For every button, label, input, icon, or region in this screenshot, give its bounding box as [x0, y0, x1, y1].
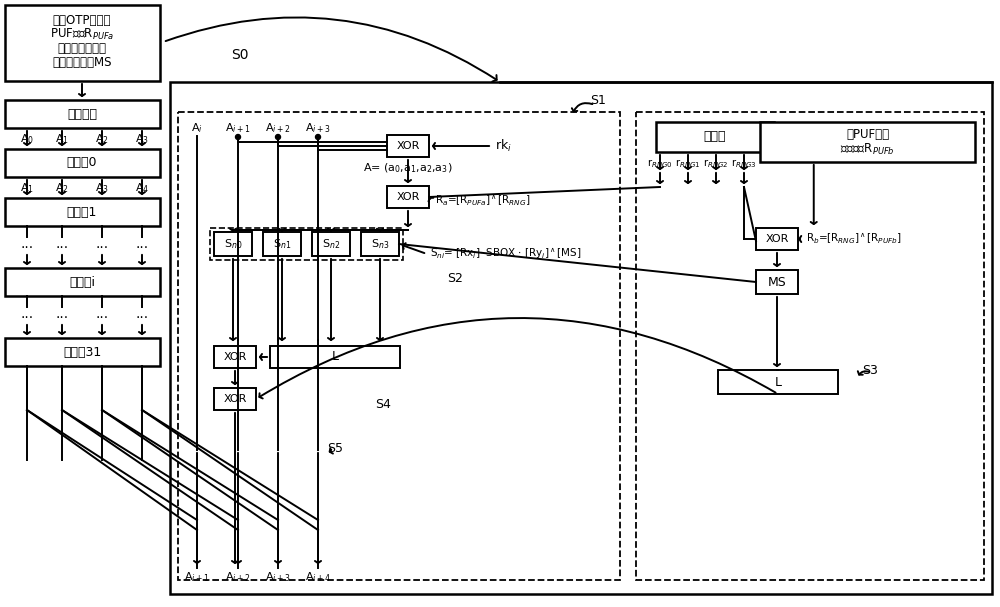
- Text: XOR: XOR: [223, 394, 247, 404]
- Bar: [760, 122, 975, 162]
- Text: A$_2$: A$_2$: [95, 132, 109, 146]
- Text: S$_{n2}$: S$_{n2}$: [322, 237, 340, 251]
- Text: XOR: XOR: [223, 352, 247, 362]
- Bar: [5, 5, 160, 81]
- Bar: [214, 346, 256, 368]
- Text: A$_0$: A$_0$: [20, 132, 34, 146]
- Text: 轮变换31: 轮变换31: [63, 345, 101, 359]
- Circle shape: [276, 135, 280, 140]
- Text: 生器产生矩阵MS: 生器产生矩阵MS: [52, 56, 112, 69]
- Text: 轮变换i: 轮变换i: [69, 276, 95, 288]
- Text: 产生响应R$_{PUFb}$: 产生响应R$_{PUFb}$: [840, 141, 895, 157]
- Text: S1: S1: [590, 93, 606, 106]
- Text: A$_{i+1}$: A$_{i+1}$: [184, 570, 210, 584]
- Text: S$_{ni}$= [Rx$_i$]$\cdot$ SBOX $\cdot$ [Ry$_i$]$^\wedge$[MS]: S$_{ni}$= [Rx$_i$]$\cdot$ SBOX $\cdot$ […: [430, 247, 581, 261]
- Bar: [361, 232, 399, 256]
- Bar: [5, 268, 160, 296]
- Text: ...: ...: [55, 307, 69, 321]
- Bar: [210, 228, 403, 260]
- Text: ...: ...: [135, 237, 149, 251]
- Text: A$_i$: A$_i$: [191, 121, 203, 135]
- Text: L: L: [332, 350, 338, 364]
- Text: 轮变换1: 轮变换1: [67, 206, 97, 219]
- Text: R$_b$=[R$_{RNG}$]$^\wedge$[R$_{PUFb}$]: R$_b$=[R$_{RNG}$]$^\wedge$[R$_{PUFb}$]: [806, 232, 902, 246]
- Text: ...: ...: [95, 307, 109, 321]
- Text: 轮变换0: 轮变换0: [67, 157, 97, 169]
- Bar: [5, 198, 160, 226]
- Bar: [636, 112, 984, 580]
- Text: r$_{RNG1}$: r$_{RNG1}$: [675, 158, 701, 171]
- Bar: [178, 112, 620, 580]
- Bar: [5, 100, 160, 128]
- Text: 输入数据: 输入数据: [67, 107, 97, 121]
- Text: S4: S4: [375, 399, 391, 412]
- Text: A$_3$: A$_3$: [95, 181, 109, 195]
- Bar: [263, 232, 301, 256]
- Text: S$_{n1}$: S$_{n1}$: [273, 237, 291, 251]
- Circle shape: [236, 135, 240, 140]
- Bar: [387, 135, 429, 157]
- Text: S$_{n3}$: S$_{n3}$: [371, 237, 389, 251]
- Text: A= (a$_0$,a$_1$,a$_2$,a$_3$): A= (a$_0$,a$_1$,a$_2$,a$_3$): [363, 161, 453, 175]
- Bar: [5, 338, 160, 366]
- Text: r$_{RNG0}$: r$_{RNG0}$: [647, 158, 673, 171]
- Text: A$_2$: A$_2$: [55, 181, 69, 195]
- Circle shape: [316, 135, 320, 140]
- Text: A$_{i+2}$: A$_{i+2}$: [265, 121, 291, 135]
- Bar: [5, 149, 160, 177]
- Text: MS: MS: [768, 276, 786, 288]
- Text: L: L: [774, 376, 782, 388]
- Text: XOR: XOR: [396, 141, 420, 151]
- Text: 随机数: 随机数: [704, 131, 726, 143]
- Text: XOR: XOR: [396, 192, 420, 202]
- Text: r$_{RNG2}$: r$_{RNG2}$: [703, 158, 729, 171]
- Bar: [214, 232, 252, 256]
- Bar: [756, 228, 798, 250]
- Bar: [312, 232, 350, 256]
- Text: A$_1$: A$_1$: [55, 132, 69, 146]
- Bar: [270, 346, 400, 368]
- Text: A$_{i+4}$: A$_{i+4}$: [305, 570, 331, 584]
- Text: r$_{RNG3}$: r$_{RNG3}$: [731, 158, 757, 171]
- Text: A$_{i+3}$: A$_{i+3}$: [305, 121, 331, 135]
- Text: 并使用随机数产: 并使用随机数产: [58, 42, 106, 55]
- Text: ...: ...: [20, 307, 34, 321]
- Text: S2: S2: [447, 271, 463, 285]
- Text: S3: S3: [862, 364, 878, 376]
- Bar: [718, 370, 838, 394]
- Text: ...: ...: [135, 307, 149, 321]
- Text: PUF响应R$_{PUFa}$: PUF响应R$_{PUFa}$: [50, 27, 114, 41]
- Text: ...: ...: [55, 237, 69, 251]
- Text: A$_{i+2}$: A$_{i+2}$: [225, 570, 251, 584]
- Text: A$_1$: A$_1$: [20, 181, 34, 195]
- Text: A$_{i+1}$: A$_{i+1}$: [225, 121, 251, 135]
- Bar: [170, 82, 992, 594]
- Text: XOR: XOR: [765, 234, 789, 244]
- Text: R$_a$=[R$_{PUFa}$]$^\wedge$[R$_{RNG}$]: R$_a$=[R$_{PUFa}$]$^\wedge$[R$_{RNG}$]: [435, 194, 531, 208]
- Text: S$_{n0}$: S$_{n0}$: [224, 237, 242, 251]
- Text: S5: S5: [327, 441, 343, 455]
- Bar: [656, 122, 774, 152]
- Text: S0: S0: [231, 48, 249, 62]
- Bar: [756, 270, 798, 294]
- Bar: [214, 388, 256, 410]
- Text: A$_4$: A$_4$: [135, 181, 149, 195]
- Text: A$_{i+3}$: A$_{i+3}$: [265, 570, 291, 584]
- Text: ...: ...: [20, 237, 34, 251]
- Text: ...: ...: [95, 237, 109, 251]
- Text: A$_3$: A$_3$: [135, 132, 149, 146]
- Bar: [387, 186, 429, 208]
- Text: 读取OTP存储的: 读取OTP存储的: [53, 13, 111, 27]
- Text: rk$_i$: rk$_i$: [495, 138, 512, 154]
- Text: 对PUF激励: 对PUF激励: [846, 129, 889, 141]
